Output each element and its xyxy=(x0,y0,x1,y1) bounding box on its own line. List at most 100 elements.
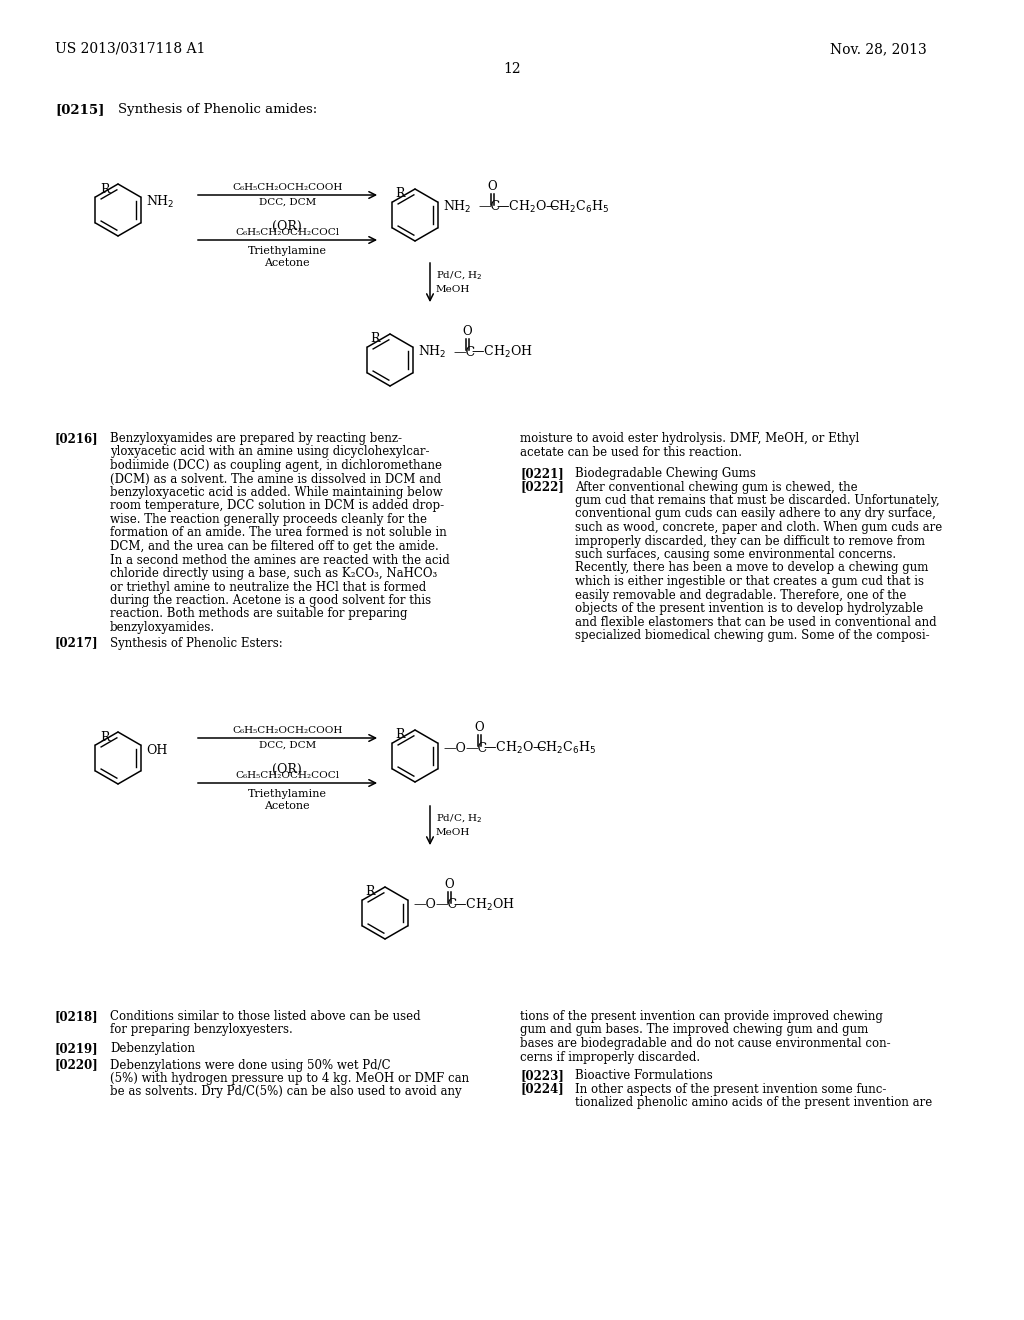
Text: Acetone: Acetone xyxy=(264,801,310,810)
Text: improperly discarded, they can be difficult to remove from: improperly discarded, they can be diffic… xyxy=(575,535,925,548)
Text: —C: —C xyxy=(465,742,487,755)
Text: O: O xyxy=(444,878,454,891)
Text: (OR): (OR) xyxy=(272,763,302,776)
Text: —CH$_2$OH: —CH$_2$OH xyxy=(471,345,532,360)
Text: MeOH: MeOH xyxy=(436,828,470,837)
Text: [0216]: [0216] xyxy=(55,432,98,445)
Text: Bioactive Formulations: Bioactive Formulations xyxy=(575,1069,713,1082)
Text: [0217]: [0217] xyxy=(55,636,98,649)
Text: MeOH: MeOH xyxy=(436,285,470,294)
Text: [0223]: [0223] xyxy=(520,1069,564,1082)
Text: CH$_2$C$_6$H$_5$: CH$_2$C$_6$H$_5$ xyxy=(536,741,596,756)
Text: Biodegradable Chewing Gums: Biodegradable Chewing Gums xyxy=(575,467,756,480)
Text: O: O xyxy=(462,325,472,338)
Text: Triethylamine: Triethylamine xyxy=(248,789,327,799)
Text: which is either ingestible or that creates a gum cud that is: which is either ingestible or that creat… xyxy=(575,576,924,587)
Text: —CH$_2$OH: —CH$_2$OH xyxy=(453,898,514,913)
Text: tionalized phenolic amino acids of the present invention are: tionalized phenolic amino acids of the p… xyxy=(575,1096,932,1109)
Text: objects of the present invention is to develop hydrolyzable: objects of the present invention is to d… xyxy=(575,602,924,615)
Text: acetate can be used for this reaction.: acetate can be used for this reaction. xyxy=(520,446,742,458)
Text: conventional gum cuds can easily adhere to any dry surface,: conventional gum cuds can easily adhere … xyxy=(575,507,936,520)
Text: cerns if improperly discarded.: cerns if improperly discarded. xyxy=(520,1051,700,1064)
Text: NH$_2$: NH$_2$ xyxy=(443,199,472,215)
Text: benzyloxyacetic acid is added. While maintaining below: benzyloxyacetic acid is added. While mai… xyxy=(110,486,442,499)
Text: OH: OH xyxy=(146,743,167,756)
Text: gum and gum bases. The improved chewing gum and gum: gum and gum bases. The improved chewing … xyxy=(520,1023,868,1036)
Text: Benzyloxyamides are prepared by reacting benz-: Benzyloxyamides are prepared by reacting… xyxy=(110,432,402,445)
Text: Acetone: Acetone xyxy=(264,257,310,268)
Text: R: R xyxy=(100,183,110,195)
Text: [0224]: [0224] xyxy=(520,1082,564,1096)
Text: moisture to avoid ester hydrolysis. DMF, MeOH, or Ethyl: moisture to avoid ester hydrolysis. DMF,… xyxy=(520,432,859,445)
Text: —C: —C xyxy=(478,201,500,214)
Text: CH$_2$C$_6$H$_5$: CH$_2$C$_6$H$_5$ xyxy=(549,199,609,215)
Text: DCC, DCM: DCC, DCM xyxy=(259,741,316,750)
Text: (DCM) as a solvent. The amine is dissolved in DCM and: (DCM) as a solvent. The amine is dissolv… xyxy=(110,473,441,486)
Text: In other aspects of the present invention some func-: In other aspects of the present inventio… xyxy=(575,1082,887,1096)
Text: [0215]: [0215] xyxy=(55,103,104,116)
Text: US 2013/0317118 A1: US 2013/0317118 A1 xyxy=(55,42,206,55)
Text: for preparing benzyloxyesters.: for preparing benzyloxyesters. xyxy=(110,1023,293,1036)
Text: C₆H₅CH₂OCH₂COOH: C₆H₅CH₂OCH₂COOH xyxy=(232,183,343,191)
Text: R: R xyxy=(370,333,380,345)
Text: (5%) with hydrogen pressure up to 4 kg. MeOH or DMF can: (5%) with hydrogen pressure up to 4 kg. … xyxy=(110,1072,469,1085)
Text: Pd/C, H$_2$: Pd/C, H$_2$ xyxy=(436,269,482,281)
Text: specialized biomedical chewing gum. Some of the composi-: specialized biomedical chewing gum. Some… xyxy=(575,630,930,642)
Text: easily removable and degradable. Therefore, one of the: easily removable and degradable. Therefo… xyxy=(575,589,906,602)
Text: —O: —O xyxy=(413,899,436,912)
Text: tions of the present invention can provide improved chewing: tions of the present invention can provi… xyxy=(520,1010,883,1023)
Text: [0220]: [0220] xyxy=(55,1059,98,1072)
Text: Synthesis of Phenolic Esters:: Synthesis of Phenolic Esters: xyxy=(110,636,283,649)
Text: —C: —C xyxy=(453,346,475,359)
Text: R: R xyxy=(395,729,404,741)
Text: and flexible elastomers that can be used in conventional and: and flexible elastomers that can be used… xyxy=(575,615,937,628)
Text: bodiimide (DCC) as coupling agent, in dichloromethane: bodiimide (DCC) as coupling agent, in di… xyxy=(110,459,442,473)
Text: (OR): (OR) xyxy=(272,220,302,234)
Text: In a second method the amines are reacted with the acid: In a second method the amines are reacte… xyxy=(110,553,450,566)
Text: NH$_2$: NH$_2$ xyxy=(146,194,174,210)
Text: during the reaction. Acetone is a good solvent for this: during the reaction. Acetone is a good s… xyxy=(110,594,431,607)
Text: be as solvents. Dry Pd/C(5%) can be also used to avoid any: be as solvents. Dry Pd/C(5%) can be also… xyxy=(110,1085,462,1098)
Text: benzyloxyamides.: benzyloxyamides. xyxy=(110,620,215,634)
Text: R: R xyxy=(100,731,110,744)
Text: formation of an amide. The urea formed is not soluble in: formation of an amide. The urea formed i… xyxy=(110,527,446,540)
Text: [0221]: [0221] xyxy=(520,467,564,480)
Text: DCM, and the urea can be filtered off to get the amide.: DCM, and the urea can be filtered off to… xyxy=(110,540,438,553)
Text: reaction. Both methods are suitable for preparing: reaction. Both methods are suitable for … xyxy=(110,607,408,620)
Text: R: R xyxy=(395,187,404,201)
Text: 12: 12 xyxy=(503,62,521,77)
Text: C₆H₅CH₂OCH₂COCl: C₆H₅CH₂OCH₂COCl xyxy=(236,228,340,238)
Text: room temperature, DCC solution in DCM is added drop-: room temperature, DCC solution in DCM is… xyxy=(110,499,444,512)
Text: [0219]: [0219] xyxy=(55,1041,98,1055)
Text: [0218]: [0218] xyxy=(55,1010,98,1023)
Text: such as wood, concrete, paper and cloth. When gum cuds are: such as wood, concrete, paper and cloth.… xyxy=(575,521,942,535)
Text: gum cud that remains that must be discarded. Unfortunately,: gum cud that remains that must be discar… xyxy=(575,494,940,507)
Text: Synthesis of Phenolic amides:: Synthesis of Phenolic amides: xyxy=(118,103,317,116)
Text: chloride directly using a base, such as K₂CO₃, NaHCO₃: chloride directly using a base, such as … xyxy=(110,568,437,579)
Text: such surfaces, causing some environmental concerns.: such surfaces, causing some environmenta… xyxy=(575,548,896,561)
Text: R: R xyxy=(365,884,375,898)
Text: [0222]: [0222] xyxy=(520,480,564,494)
Text: Debenzylation: Debenzylation xyxy=(110,1041,195,1055)
Text: Recently, there has been a move to develop a chewing gum: Recently, there has been a move to devel… xyxy=(575,561,929,574)
Text: Nov. 28, 2013: Nov. 28, 2013 xyxy=(830,42,927,55)
Text: C₆H₅CH₂OCH₂COOH: C₆H₅CH₂OCH₂COOH xyxy=(232,726,343,735)
Text: Pd/C, H$_2$: Pd/C, H$_2$ xyxy=(436,812,482,825)
Text: or triethyl amine to neutralize the HCl that is formed: or triethyl amine to neutralize the HCl … xyxy=(110,581,426,594)
Text: O: O xyxy=(474,721,483,734)
Text: After conventional chewing gum is chewed, the: After conventional chewing gum is chewed… xyxy=(575,480,858,494)
Text: bases are biodegradable and do not cause environmental con-: bases are biodegradable and do not cause… xyxy=(520,1038,891,1049)
Text: yloxyacetic acid with an amine using dicyclohexylcar-: yloxyacetic acid with an amine using dic… xyxy=(110,446,429,458)
Text: DCC, DCM: DCC, DCM xyxy=(259,198,316,207)
Text: O: O xyxy=(487,180,497,193)
Text: —CH$_2$O—: —CH$_2$O— xyxy=(483,741,546,756)
Text: Triethylamine: Triethylamine xyxy=(248,246,327,256)
Text: Conditions similar to those listed above can be used: Conditions similar to those listed above… xyxy=(110,1010,421,1023)
Text: wise. The reaction generally proceeds cleanly for the: wise. The reaction generally proceeds cl… xyxy=(110,513,427,525)
Text: NH$_2$: NH$_2$ xyxy=(418,345,446,360)
Text: —C: —C xyxy=(435,899,457,912)
Text: Debenzylations were done using 50% wet Pd/C: Debenzylations were done using 50% wet P… xyxy=(110,1059,390,1072)
Text: —CH$_2$O—: —CH$_2$O— xyxy=(496,199,559,215)
Text: —O: —O xyxy=(443,742,466,755)
Text: C₆H₅CH₂OCH₂COCl: C₆H₅CH₂OCH₂COCl xyxy=(236,771,340,780)
